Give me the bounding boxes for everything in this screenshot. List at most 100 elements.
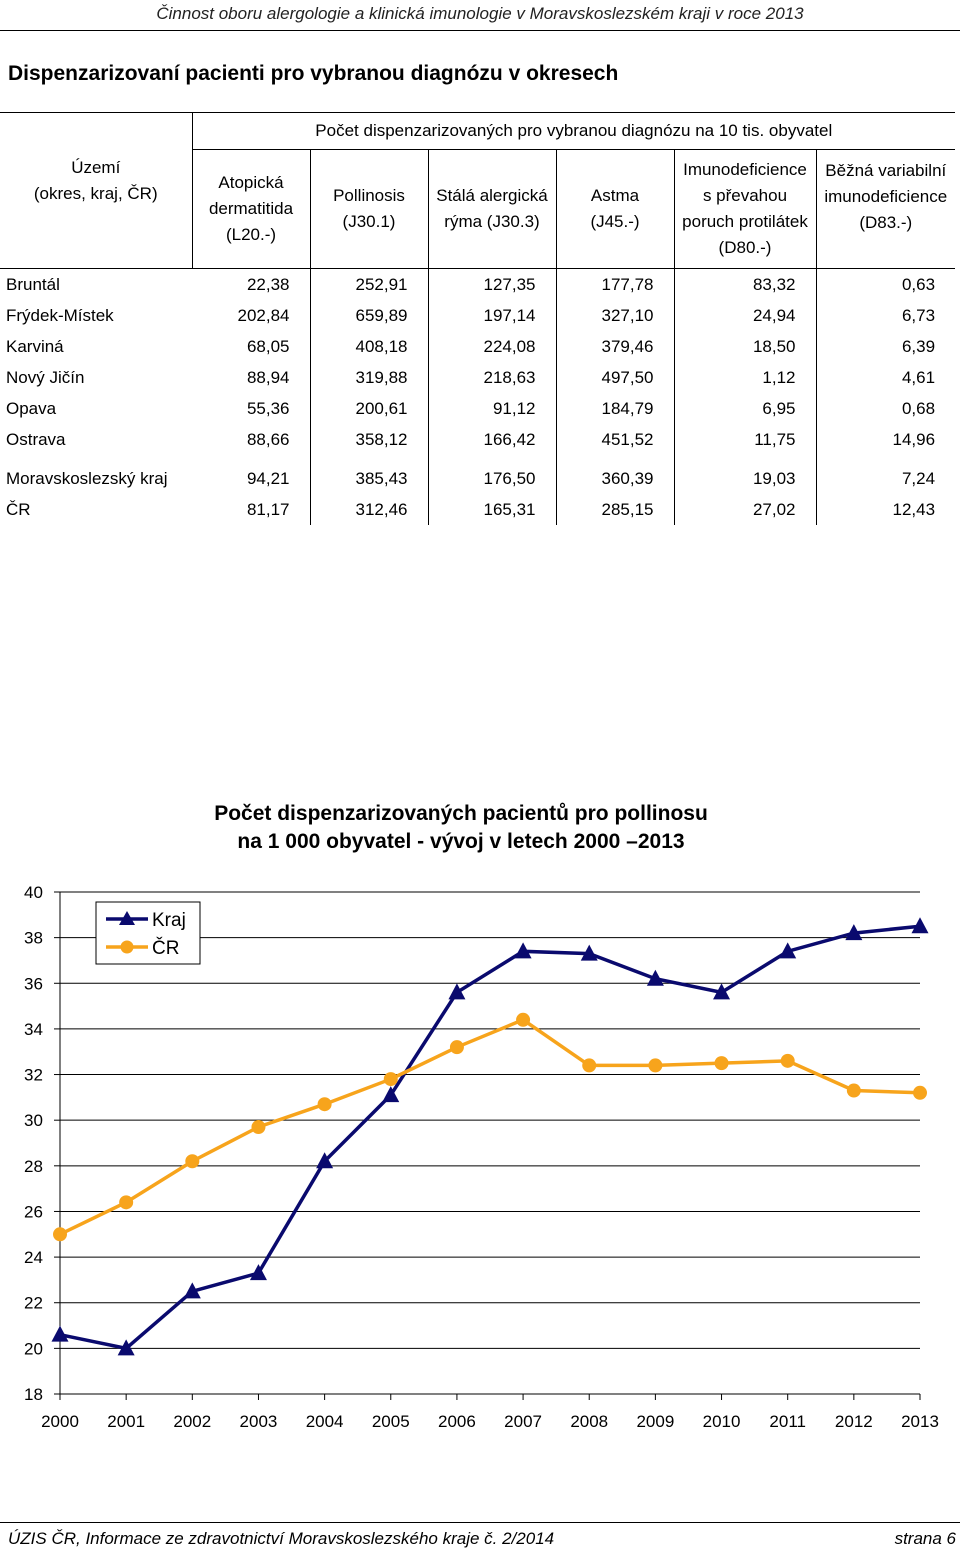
data-point-kraj bbox=[845, 924, 863, 941]
row-value-cell: 0,68 bbox=[815, 393, 956, 424]
territory-header-line2: (okres, kraj, ČR) bbox=[33, 183, 158, 203]
x-tick-label: 2010 bbox=[703, 1412, 741, 1431]
row-value-cell: 218,63 bbox=[427, 362, 556, 393]
y-tick-label: 24 bbox=[24, 1248, 43, 1267]
territory-header: Území (okres, kraj, ČR) bbox=[0, 112, 192, 269]
x-tick-label: 2011 bbox=[769, 1412, 806, 1431]
y-tick-label: 40 bbox=[24, 883, 43, 902]
x-tick-label: 2001 bbox=[107, 1412, 145, 1431]
y-tick-label: 20 bbox=[24, 1339, 43, 1358]
column-header-pollinosis: Pollinosis (J30.1) bbox=[309, 149, 428, 269]
col-atopic-line3: (L20.-) bbox=[225, 225, 277, 244]
row-value-cell: 166,42 bbox=[427, 424, 556, 455]
row-value-cell: 312,46 bbox=[309, 494, 428, 525]
column-header-atopic: Atopická dermatitida (L20.-) bbox=[191, 149, 310, 269]
col-cvid-line2: imunodeficience bbox=[824, 187, 948, 206]
col-immuno-line4: (D80.-) bbox=[718, 238, 772, 257]
data-table: Území (okres, kraj, ČR) Počet dispenzari… bbox=[0, 112, 956, 525]
y-tick-label: 28 bbox=[24, 1157, 43, 1176]
footer-rule bbox=[0, 1522, 960, 1523]
row-value-cell: 177,78 bbox=[555, 268, 674, 300]
row-value-cell: 385,43 bbox=[309, 463, 428, 494]
row-value-cell: 360,39 bbox=[555, 463, 674, 494]
x-tick-label: 2009 bbox=[636, 1412, 674, 1431]
row-value-cell: 358,12 bbox=[309, 424, 428, 455]
x-tick-label: 2005 bbox=[372, 1412, 410, 1431]
data-point-cr bbox=[383, 1072, 398, 1087]
data-table-wrap: Území (okres, kraj, ČR) Počet dispenzari… bbox=[0, 112, 960, 525]
row-value-cell: 14,96 bbox=[815, 424, 956, 455]
x-tick-label: 2000 bbox=[41, 1412, 79, 1431]
row-territory-name: Karviná bbox=[6, 336, 64, 356]
data-point-cr bbox=[516, 1012, 531, 1027]
col-rhinitis-line2: rýma (J30.3) bbox=[444, 212, 540, 231]
x-tick-label: 2007 bbox=[504, 1412, 542, 1431]
row-territory-name: Bruntál bbox=[6, 274, 60, 294]
row-value-cell: 408,18 bbox=[309, 331, 428, 362]
y-tick-label: 18 bbox=[24, 1385, 43, 1404]
row-value-cell: 94,21 bbox=[246, 468, 290, 488]
data-point-kraj bbox=[514, 942, 532, 959]
data-point-cr bbox=[53, 1227, 67, 1242]
row-value-cell: 55,36 bbox=[246, 398, 290, 418]
column-header-rhinitis: Stálá alergická rýma (J30.3) bbox=[427, 149, 556, 269]
row-territory-name: Moravskoslezský kraj bbox=[6, 468, 168, 488]
row-value-cell: 12,43 bbox=[815, 494, 956, 525]
column-header-cvid: Běžná variabilní imunodeficience (D83.-) bbox=[815, 149, 956, 269]
row-value-cell: 202,84 bbox=[237, 305, 290, 325]
row-territory-name: Opava bbox=[6, 398, 57, 418]
row-value-cell: 88,66 bbox=[246, 429, 290, 449]
row-value-cell: 0,63 bbox=[815, 268, 956, 300]
row-value-cell: 22,38 bbox=[246, 274, 290, 294]
chart-title-line1: Počet dispenzarizovaných pacientů pro po… bbox=[214, 802, 708, 825]
row-spacer bbox=[0, 455, 956, 463]
row-value-cell: 497,50 bbox=[555, 362, 674, 393]
data-point-kraj bbox=[779, 942, 797, 959]
data-point-cr bbox=[251, 1120, 266, 1135]
row-value-cell: 6,39 bbox=[815, 331, 956, 362]
data-point-kraj bbox=[51, 1325, 69, 1342]
y-tick-label: 30 bbox=[24, 1111, 43, 1130]
y-tick-label: 36 bbox=[24, 974, 43, 993]
chart-title-line2: na 1 000 obyvatel - vývoj v letech 2000 … bbox=[0, 828, 922, 856]
row-value-cell: 7,24 bbox=[815, 463, 956, 494]
data-point-kraj bbox=[249, 1264, 267, 1281]
data-point-kraj bbox=[382, 1086, 400, 1103]
row-value-cell: 379,46 bbox=[555, 331, 674, 362]
col-pollinosis-line1: Pollinosis bbox=[333, 186, 405, 205]
row-value-cell: 319,88 bbox=[309, 362, 428, 393]
col-rhinitis-line1: Stálá alergická bbox=[436, 186, 548, 205]
col-atopic-line1: Atopická bbox=[218, 173, 284, 192]
row-value-cell: 11,75 bbox=[673, 424, 816, 455]
chart-title-line2-a: na 1 000 obyvatel - vývoj v letech 2000 bbox=[237, 830, 621, 853]
district-row: Karviná 68,05 408,18 224,08 379,46 18,50 6,39 bbox=[0, 331, 956, 362]
x-tick-label: 2013 bbox=[901, 1412, 939, 1431]
legend-label: Kraj bbox=[152, 910, 186, 931]
col-immuno-line3: poruch protilátek bbox=[682, 212, 808, 231]
row-value-cell: 6,73 bbox=[815, 300, 956, 331]
data-point-kraj bbox=[316, 1152, 334, 1169]
summary-row: ČR 81,17 312,46 165,31 285,15 27,02 12,43 bbox=[0, 494, 956, 525]
data-point-cr bbox=[714, 1056, 729, 1071]
data-point-cr bbox=[317, 1097, 332, 1112]
chart-title-line2-b: –2013 bbox=[626, 830, 685, 853]
col-immuno-line2: s převahou bbox=[702, 186, 788, 205]
row-value-cell: 88,94 bbox=[246, 367, 290, 387]
pollinosis-chart: 18 20 22 24 26 28 30 32 34 36 38 40 2000 2001 2002 2003… bbox=[24, 883, 939, 1431]
column-header-immunodeficiency: Imunodeficience s převahou poruch protil… bbox=[673, 149, 816, 269]
data-point-cr bbox=[582, 1058, 597, 1073]
row-value-cell: 451,52 bbox=[555, 424, 674, 455]
data-point-cr bbox=[846, 1083, 861, 1098]
data-point-kraj bbox=[713, 983, 731, 1000]
x-tick-label: 2008 bbox=[570, 1412, 608, 1431]
data-point-kraj bbox=[911, 917, 929, 934]
y-tick-label: 22 bbox=[24, 1294, 43, 1313]
col-atopic-line2: dermatitida bbox=[208, 199, 294, 218]
district-row: Opava 55,36 200,61 91,12 184,79 6,95 0,68 bbox=[0, 393, 956, 424]
row-territory-name: Ostrava bbox=[6, 429, 66, 449]
data-point-cr bbox=[449, 1040, 464, 1055]
data-point-kraj bbox=[183, 1282, 201, 1299]
row-value-cell: 1,12 bbox=[673, 362, 816, 393]
section-title: Dispenzarizovaní pacienti pro vybranou d… bbox=[8, 62, 619, 85]
row-value-cell: 4,61 bbox=[815, 362, 956, 393]
